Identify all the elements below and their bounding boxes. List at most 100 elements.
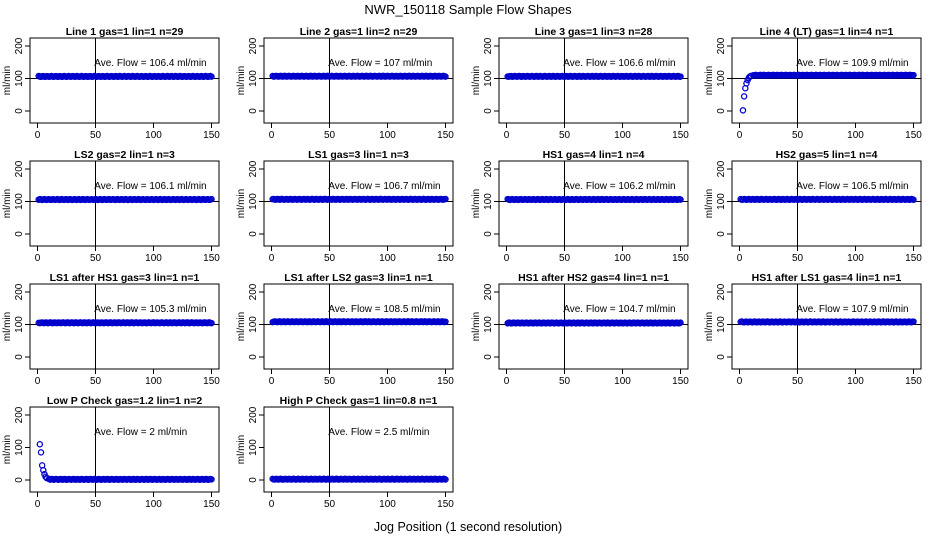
x-tick-label: 150	[437, 499, 454, 510]
data-points	[35, 319, 215, 327]
x-tick-label: 150	[203, 130, 220, 141]
panel-8: HS2 gas=5 lin=1 n=4 0 50 100 150 0 100 200 ml/mi…	[704, 149, 922, 264]
y-tick-label: 0	[716, 231, 727, 237]
panel-frame	[263, 160, 454, 247]
data-point	[442, 73, 449, 80]
x-tick-label: 150	[905, 253, 922, 264]
y-axis-label: ml/min	[236, 189, 247, 218]
y-tick-label: 100	[14, 439, 25, 456]
x-tick-label: 0	[504, 253, 510, 264]
x-tick-label: 50	[90, 253, 102, 264]
average-flow-annotation: Ave. Flow = 106.1 ml/min	[94, 181, 206, 192]
data-points	[36, 440, 215, 483]
data-points	[269, 318, 449, 326]
panel-2: Line 2 gas=1 lin=2 n=29 0 50 100 150 0 100 200 m…	[236, 26, 454, 141]
x-tick-label: 150	[203, 253, 220, 264]
y-tick-label: 0	[248, 477, 259, 483]
panel-1: Line 1 gas=1 lin=1 n=29 0 50 100 150 0 100 200 m…	[2, 26, 220, 141]
y-axis-label: ml/min	[471, 312, 482, 341]
average-flow-annotation: Ave. Flow = 108.5 ml/min	[328, 304, 440, 315]
x-tick-label: 0	[269, 130, 275, 141]
y-axis-label: ml/min	[2, 435, 13, 464]
y-tick-label: 100	[14, 316, 25, 333]
panel-3: Line 3 gas=1 lin=3 n=28 0 50 100 150 0 100 200 m…	[471, 26, 689, 141]
average-flow-annotation: Ave. Flow = 106.6 ml/min	[563, 58, 675, 69]
x-tick-label: 100	[145, 376, 162, 387]
figure-xlabel: Jog Position (1 second resolution)	[374, 520, 562, 534]
x-tick-label: 50	[792, 130, 804, 141]
y-tick-label: 200	[483, 37, 494, 54]
panel-title: LS1 after LS2 gas=3 lin=1 n=1	[284, 272, 433, 284]
x-tick-label: 50	[792, 376, 804, 387]
panel-10: LS1 after LS2 gas=3 lin=1 n=1 0 50 100 150 0 1…	[236, 272, 454, 387]
y-axis-label: ml/min	[2, 189, 13, 218]
y-tick-label: 0	[248, 108, 259, 114]
data-point	[739, 107, 747, 114]
x-tick-label: 150	[437, 130, 454, 141]
panel-13: Low P Check gas=1.2 lin=1 n=2 0 50 100 150 0 1…	[2, 395, 220, 510]
x-tick-label: 0	[269, 376, 275, 387]
y-axis-label: ml/min	[704, 66, 715, 95]
panel-frame	[263, 406, 454, 493]
y-tick-label: 100	[483, 316, 494, 333]
y-tick-label: 200	[716, 283, 727, 300]
x-tick-label: 0	[35, 253, 41, 264]
data-point	[677, 196, 684, 203]
x-tick-label: 50	[324, 376, 336, 387]
data-points	[737, 318, 917, 326]
x-tick-label: 0	[737, 130, 743, 141]
y-axis-label: ml/min	[471, 189, 482, 218]
y-tick-label: 100	[716, 70, 727, 87]
x-tick-label: 150	[905, 376, 922, 387]
y-tick-label: 100	[716, 316, 727, 333]
x-tick-label: 100	[145, 499, 162, 510]
panel-frame	[498, 283, 689, 370]
average-flow-annotation: Ave. Flow = 106.7 ml/min	[328, 181, 440, 192]
x-tick-label: 50	[90, 130, 102, 141]
data-point	[740, 93, 748, 100]
data-point	[40, 466, 47, 474]
average-flow-annotation: Ave. Flow = 104.7 ml/min	[563, 304, 675, 315]
panel-frame	[263, 37, 454, 124]
x-tick-label: 0	[35, 499, 41, 510]
y-tick-label: 0	[14, 231, 25, 237]
x-tick-label: 0	[737, 253, 743, 264]
figure-title: NWR_150118 Sample Flow Shapes	[364, 2, 572, 17]
panel-title: LS2 gas=2 lin=1 n=3	[74, 149, 175, 161]
y-tick-label: 0	[248, 231, 259, 237]
x-tick-label: 0	[504, 130, 510, 141]
x-tick-label: 150	[437, 253, 454, 264]
y-tick-label: 200	[483, 283, 494, 300]
y-tick-label: 100	[483, 70, 494, 87]
panel-frame	[731, 37, 922, 124]
data-points	[269, 195, 449, 203]
data-points	[739, 71, 917, 114]
panel-6: LS1 gas=3 lin=1 n=3 0 50 100 150 0 100 200 ml/mi…	[236, 149, 454, 264]
x-tick-label: 50	[90, 499, 102, 510]
y-tick-label: 100	[14, 193, 25, 210]
x-tick-label: 0	[504, 376, 510, 387]
panel-title: Line 4 (LT) gas=1 lin=4 n=1	[760, 26, 894, 38]
x-tick-label: 100	[145, 130, 162, 141]
panel-frame	[29, 406, 220, 493]
panel-11: HS1 after HS2 gas=4 lin=1 n=1 0 50 100 150 0 1…	[471, 272, 689, 387]
y-axis-label: ml/min	[2, 312, 13, 341]
data-point	[910, 196, 917, 204]
average-flow-annotation: Ave. Flow = 105.3 ml/min	[94, 304, 206, 315]
x-tick-label: 150	[905, 130, 922, 141]
x-tick-label: 50	[324, 130, 336, 141]
panels-group: Line 1 gas=1 lin=1 n=29 0 50 100 150 0 100 200 m…	[2, 26, 922, 510]
y-tick-label: 200	[248, 406, 259, 423]
panel-title: HS1 after LS1 gas=4 lin=1 n=1	[752, 272, 902, 284]
data-point	[442, 318, 449, 325]
x-tick-label: 50	[324, 253, 336, 264]
panel-title: LS1 gas=3 lin=1 n=3	[308, 149, 409, 161]
data-point	[677, 319, 684, 326]
panel-title: HS1 gas=4 lin=1 n=4	[543, 149, 645, 161]
panel-7: HS1 gas=4 lin=1 n=4 0 50 100 150 0 100 200 ml/mi…	[471, 149, 689, 264]
x-tick-label: 50	[792, 253, 804, 264]
x-tick-label: 150	[203, 376, 220, 387]
y-axis-label: ml/min	[2, 66, 13, 95]
y-tick-label: 200	[14, 283, 25, 300]
panel-5: LS2 gas=2 lin=1 n=3 0 50 100 150 0 100 200 ml/mi…	[2, 149, 220, 264]
